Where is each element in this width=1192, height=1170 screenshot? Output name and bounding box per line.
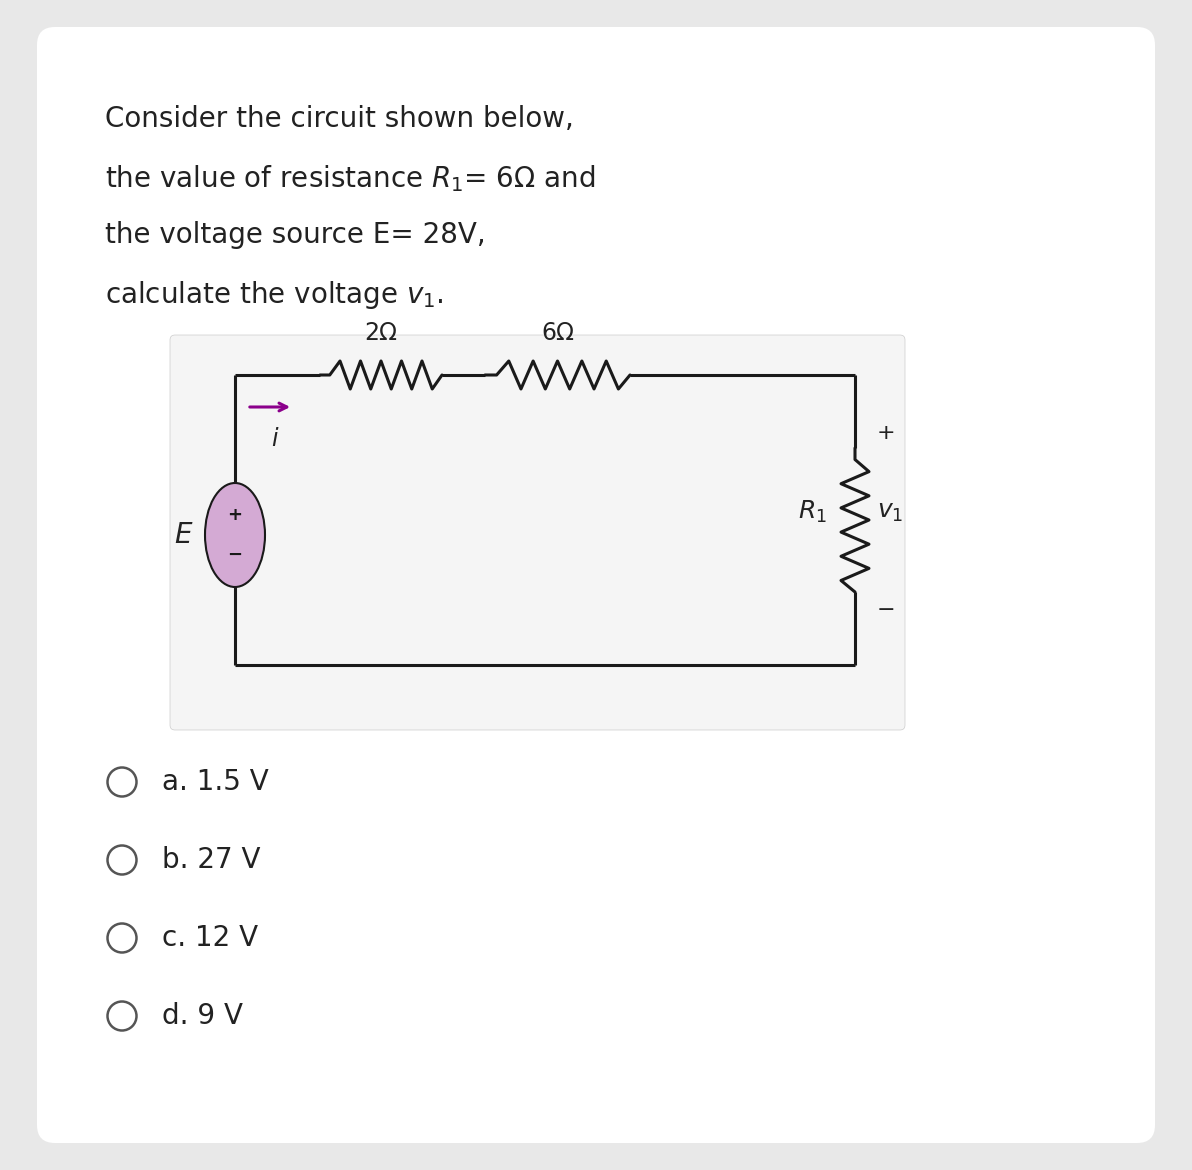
Text: +: + xyxy=(877,424,895,443)
Text: $v_1$: $v_1$ xyxy=(877,500,904,524)
Text: c. 12 V: c. 12 V xyxy=(162,924,259,952)
Text: the value of resistance $R_1$= 6Ω and: the value of resistance $R_1$= 6Ω and xyxy=(105,163,595,194)
Text: −: − xyxy=(877,600,895,620)
FancyBboxPatch shape xyxy=(170,335,905,730)
Text: Consider the circuit shown below,: Consider the circuit shown below, xyxy=(105,105,573,133)
Text: +: + xyxy=(228,505,242,524)
Text: E: E xyxy=(174,521,192,549)
Text: $R_1$: $R_1$ xyxy=(799,498,827,525)
Text: 6Ω: 6Ω xyxy=(541,321,575,345)
Text: a. 1.5 V: a. 1.5 V xyxy=(162,768,268,796)
Text: −: − xyxy=(228,546,242,564)
Text: b. 27 V: b. 27 V xyxy=(162,846,261,874)
FancyBboxPatch shape xyxy=(37,27,1155,1143)
Text: d. 9 V: d. 9 V xyxy=(162,1002,243,1030)
Ellipse shape xyxy=(205,483,265,587)
Text: calculate the voltage $v_1$.: calculate the voltage $v_1$. xyxy=(105,278,443,311)
Text: the voltage source E= 28V,: the voltage source E= 28V, xyxy=(105,221,486,249)
Text: $i$: $i$ xyxy=(271,427,279,450)
Text: 2Ω: 2Ω xyxy=(365,321,397,345)
